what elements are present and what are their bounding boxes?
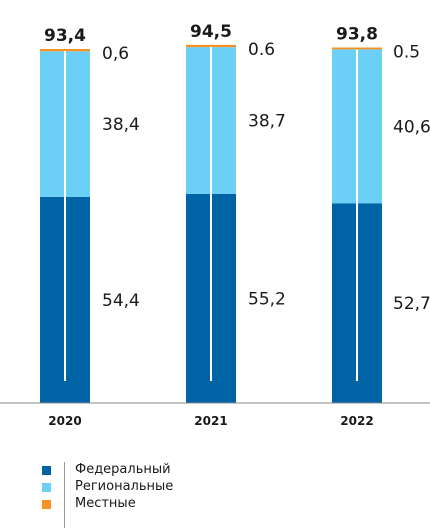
stacked-bar-chart: 54,4 38,4 0,6 93,4 2020 55,2 38,7 0.6 94,5 2021 52… bbox=[0, 22, 430, 428]
bars-layer bbox=[40, 44, 382, 403]
x-tick-label-2022: 2022 bbox=[340, 414, 373, 428]
value-label-regional-2022: 40,6 bbox=[393, 117, 430, 137]
value-label-federal-2021: 55,2 bbox=[248, 289, 286, 309]
total-label-2021: 94,5 bbox=[190, 22, 232, 42]
total-label-2020: 93,4 bbox=[44, 26, 86, 46]
value-label-regional-2021: 38,7 bbox=[248, 111, 286, 131]
legend-label-local: Местные bbox=[75, 496, 136, 511]
x-tick-label-2020: 2020 bbox=[48, 414, 81, 428]
legend-divider bbox=[64, 462, 65, 528]
legend-swatch-local bbox=[42, 500, 51, 509]
value-label-regional-2020: 38,4 bbox=[102, 115, 140, 135]
legend-label-federal: Федеральный bbox=[75, 462, 171, 477]
value-label-local-2020: 0,6 bbox=[102, 44, 129, 64]
bar-local-2021 bbox=[186, 44, 236, 48]
labels-layer: 54,4 38,4 0,6 93,4 2020 55,2 38,7 0.6 94,5 2021 52… bbox=[44, 22, 430, 428]
bar-local-2022 bbox=[332, 47, 382, 50]
legend-swatch-regional bbox=[42, 483, 51, 492]
value-label-local-2022: 0.5 bbox=[393, 42, 420, 62]
x-tick-label-2021: 2021 bbox=[194, 414, 227, 428]
total-label-2022: 93,8 bbox=[336, 24, 378, 44]
value-label-federal-2020: 54,4 bbox=[102, 291, 140, 311]
legend-swatch-federal bbox=[42, 466, 51, 475]
bar-local-2020 bbox=[40, 49, 90, 52]
value-label-federal-2022: 52,7 bbox=[393, 294, 430, 314]
legend-label-regional: Региональные bbox=[75, 479, 174, 494]
value-label-local-2021: 0.6 bbox=[248, 40, 275, 60]
